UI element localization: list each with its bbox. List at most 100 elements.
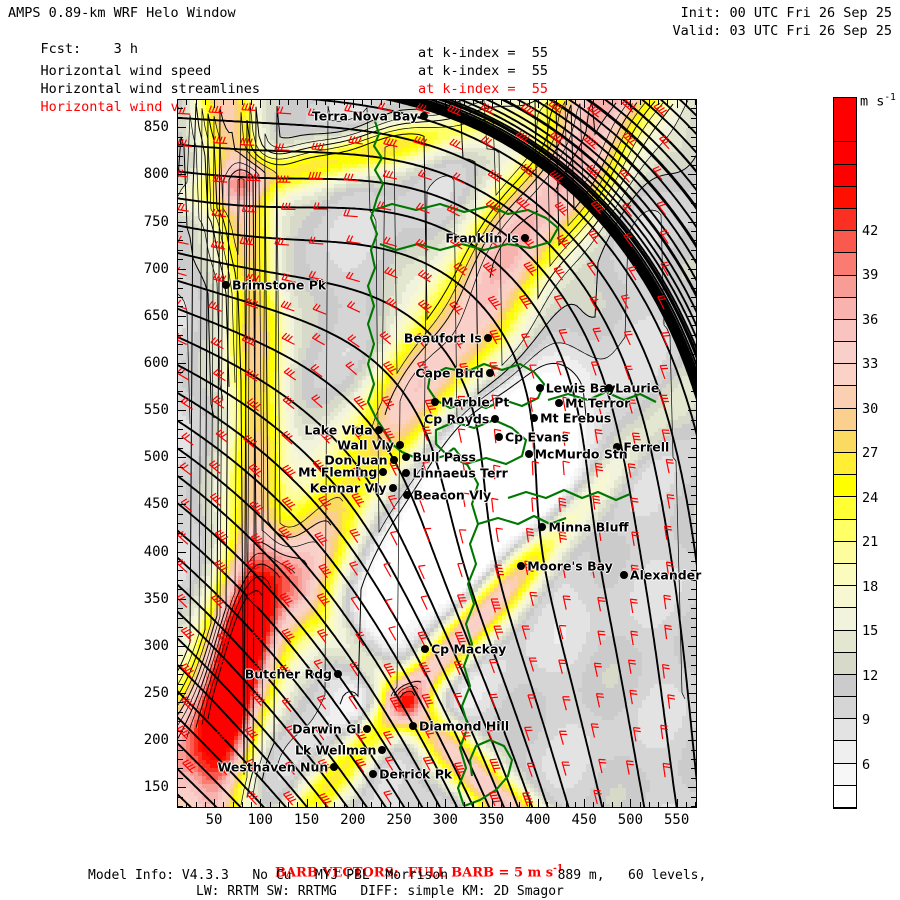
y-tick — [691, 513, 697, 515]
station-marker — [378, 745, 387, 754]
y-axis-tick-label: 150 — [123, 779, 169, 795]
x-tick — [204, 99, 206, 105]
y-tick — [691, 636, 697, 638]
y-tick — [691, 146, 697, 148]
y-tick — [691, 230, 697, 232]
y-tick — [177, 589, 183, 591]
y-tick — [691, 278, 697, 280]
x-axis-tick-label: 250 — [386, 812, 411, 828]
station-label: Cp Royds — [424, 411, 489, 426]
x-tick — [639, 802, 641, 808]
y-tick — [688, 692, 697, 694]
header-init: Init: 00 UTC Fri 26 Sep 25 — [681, 4, 892, 22]
y-tick — [177, 146, 183, 148]
station-label: Wall Vly — [337, 438, 394, 453]
y-tick — [177, 683, 183, 685]
x-tick — [232, 99, 234, 105]
y-tick — [688, 645, 697, 647]
y-tick — [691, 296, 697, 298]
y-tick — [177, 410, 186, 412]
y-tick — [691, 240, 697, 242]
station-label: Bull Pass — [412, 450, 476, 465]
station-marker — [402, 469, 411, 478]
y-tick — [691, 117, 697, 119]
x-tick — [334, 802, 336, 808]
station-label: Beaufort Is — [404, 331, 482, 346]
station-label: Lewis Bay — [546, 381, 616, 396]
y-tick — [691, 325, 697, 327]
y-tick — [177, 636, 183, 638]
station-label: Darwin Gl — [292, 721, 361, 736]
y-tick — [691, 494, 697, 496]
y-tick — [177, 268, 186, 270]
y-axis-tick-label: 600 — [123, 355, 169, 371]
x-tick — [491, 799, 493, 808]
y-tick — [691, 702, 697, 704]
y-tick — [691, 353, 697, 355]
x-tick — [473, 99, 475, 105]
map-plot-area — [177, 99, 697, 808]
y-tick — [691, 655, 697, 657]
y-tick — [177, 287, 183, 289]
station-marker — [403, 490, 412, 499]
y-tick — [177, 711, 183, 713]
colorbar-segment — [834, 541, 856, 564]
colorbar-tick-label: 39 — [862, 267, 878, 283]
x-tick — [537, 799, 539, 808]
colorbar-segment — [834, 453, 856, 476]
y-axis-tick-label: 350 — [123, 591, 169, 607]
y-tick — [177, 362, 186, 364]
x-tick — [639, 99, 641, 105]
x-tick — [362, 802, 364, 808]
x-tick — [611, 802, 613, 808]
x-tick — [510, 99, 512, 105]
y-tick — [691, 664, 697, 666]
colorbar-segment — [834, 319, 856, 343]
station-label: Franklin Is — [445, 230, 518, 245]
y-tick — [177, 221, 186, 223]
station-label: Linnaeus Terr — [412, 466, 507, 481]
station-marker — [420, 644, 429, 653]
station-label: Moore's Bay — [527, 558, 613, 573]
y-tick — [177, 570, 183, 572]
x-tick — [297, 99, 299, 105]
colorbar-segment — [834, 164, 856, 187]
y-axis-tick-label: 250 — [123, 685, 169, 701]
y-tick — [177, 740, 186, 742]
x-axis-tick-label: 300 — [433, 812, 458, 828]
y-tick — [177, 702, 183, 704]
y-tick — [691, 542, 697, 544]
x-tick — [482, 99, 484, 105]
y-tick — [177, 353, 183, 355]
y-tick — [177, 806, 183, 808]
x-tick — [574, 99, 576, 105]
x-tick — [676, 799, 678, 808]
station-marker — [379, 468, 388, 477]
x-tick — [260, 99, 262, 108]
station-label: Cp Mackay — [431, 641, 506, 656]
x-tick — [278, 99, 280, 105]
station-marker — [517, 561, 526, 570]
y-tick — [177, 240, 183, 242]
y-tick — [177, 391, 183, 393]
station-marker — [333, 670, 342, 679]
header-title: AMPS 0.89-km WRF Helo Window — [8, 4, 236, 22]
colorbar-segment — [834, 652, 856, 675]
station-marker — [619, 571, 628, 580]
model-info-line1: Model Info: V4.3.3 No Cu MYJ PBL Morriso… — [88, 868, 706, 884]
y-tick — [177, 108, 183, 110]
station-marker — [485, 369, 494, 378]
x-tick — [556, 802, 558, 808]
y-tick — [691, 391, 697, 393]
x-tick — [602, 99, 604, 105]
colorbar-tick-label: 9 — [862, 712, 870, 728]
x-axis-tick-label: 350 — [479, 812, 504, 828]
x-tick — [223, 802, 225, 808]
station-marker — [538, 523, 547, 532]
y-axis-tick-label: 850 — [123, 119, 169, 135]
x-tick — [445, 99, 447, 108]
colorbar-segment — [834, 231, 856, 254]
y-tick — [177, 787, 186, 789]
field-name: Horizontal wind speed — [41, 63, 212, 79]
y-tick — [177, 212, 183, 214]
